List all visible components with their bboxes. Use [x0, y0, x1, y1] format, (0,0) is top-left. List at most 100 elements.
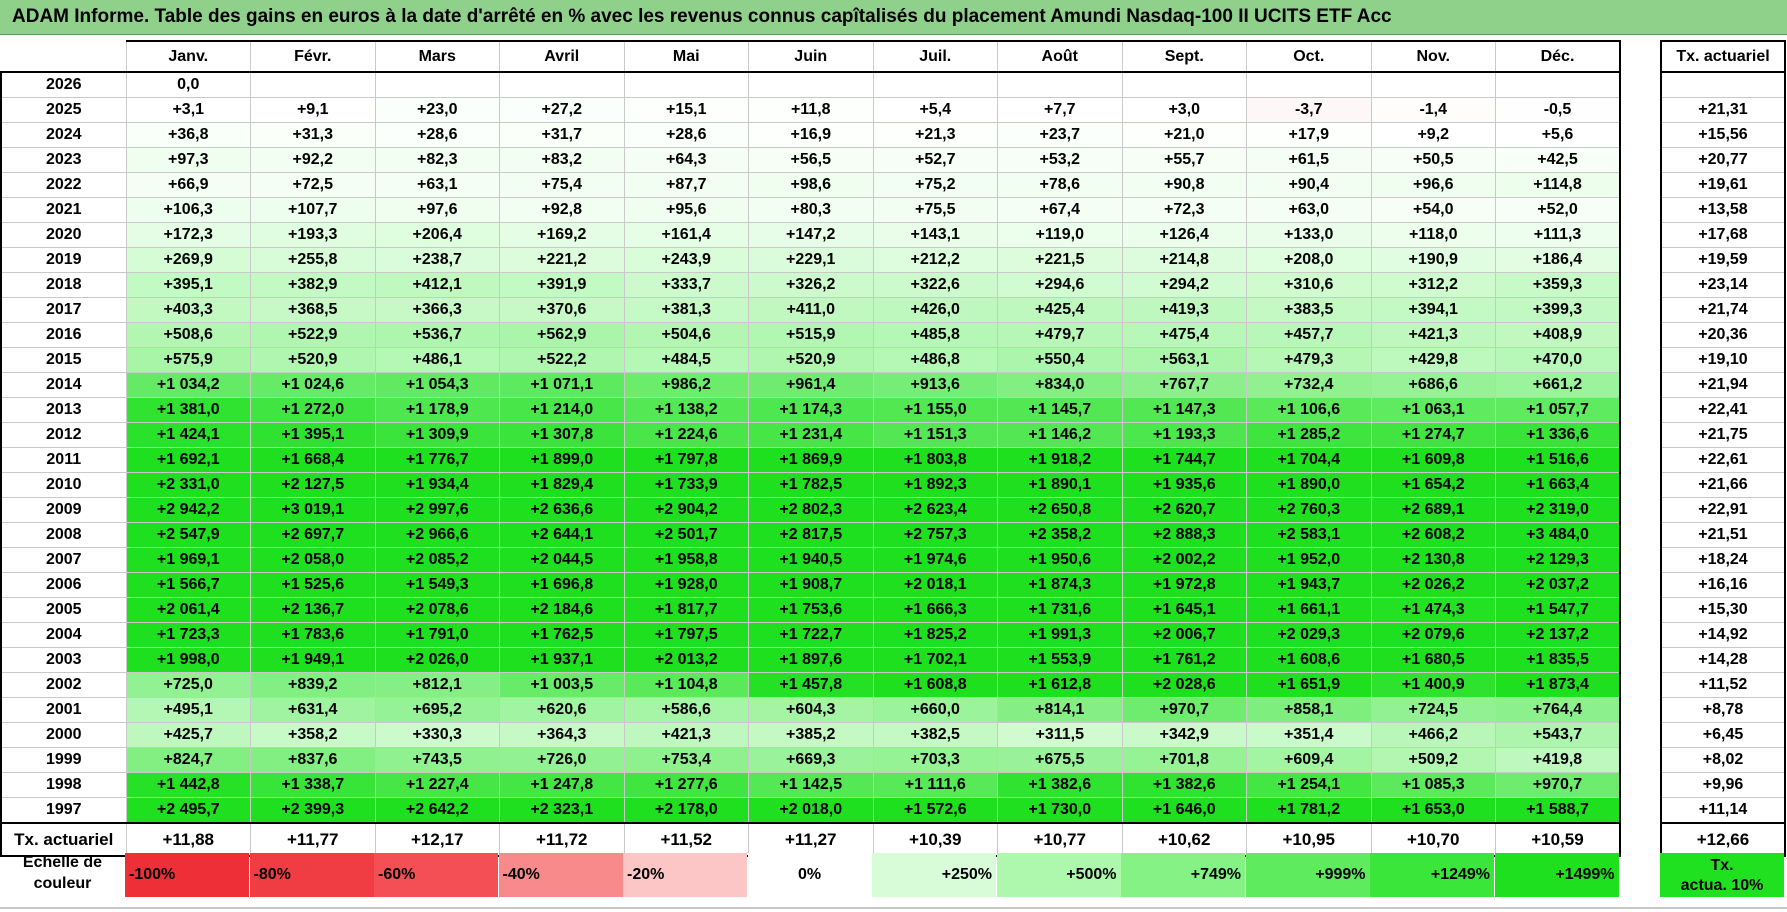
actuarial-cell: +19,61 — [1660, 172, 1786, 198]
gain-cell: +419,8 — [1495, 747, 1621, 773]
gain-cell: +457,7 — [1246, 322, 1372, 348]
actuarial-row — [1660, 71, 1786, 98]
gain-cell: +484,5 — [623, 347, 749, 373]
actuarial-cell: +22,91 — [1660, 497, 1786, 523]
gain-cell: +2 583,1 — [1246, 522, 1372, 548]
gain-cell: +1 668,4 — [250, 447, 376, 473]
year-cell: 2013 — [0, 397, 127, 423]
actuarial-row: +21,66 — [1660, 472, 1786, 498]
gain-cell: +732,4 — [1246, 372, 1372, 398]
gain-cell: +1 277,6 — [623, 772, 749, 798]
gain-cell: +586,6 — [623, 697, 749, 723]
gain-cell: +172,3 — [125, 222, 251, 248]
gain-cell: +1 952,0 — [1246, 547, 1372, 573]
gain-cell: +186,4 — [1495, 247, 1621, 273]
gain-cell: +97,3 — [125, 147, 251, 173]
gain-cell: +2 623,4 — [872, 497, 998, 523]
table-row: 2020 +172,3 +193,3 +206,4 +169,2 +161,4 +147,2… — [0, 222, 1621, 248]
gain-cell: +82,3 — [374, 147, 500, 173]
gain-cell: +208,0 — [1246, 247, 1372, 273]
gain-cell: +133,0 — [1246, 222, 1372, 248]
gain-cell: +620,6 — [499, 697, 625, 723]
gain-cell: +2 399,3 — [250, 797, 376, 824]
gain-cell — [250, 71, 376, 98]
actuarial-row: +14,28 — [1660, 647, 1786, 673]
gain-cell: +550,4 — [997, 347, 1123, 373]
gain-cell: +1 704,4 — [1246, 447, 1372, 473]
gain-cell: +2 323,1 — [499, 797, 625, 824]
gain-cell: +3,0 — [1121, 97, 1247, 123]
gain-cell: +2 184,6 — [499, 597, 625, 623]
actuarial-cell: +22,61 — [1660, 447, 1786, 473]
legend-swatch: 0% — [747, 853, 872, 897]
gain-cell: +2 178,0 — [623, 797, 749, 824]
gain-cell: +563,1 — [1121, 347, 1247, 373]
gain-cell: +1 309,9 — [374, 422, 500, 448]
gain-cell: +27,2 — [499, 97, 625, 123]
gain-cell: +1 085,3 — [1370, 772, 1496, 798]
gain-cell: 0,0 — [125, 71, 251, 98]
year-cell: 2009 — [0, 497, 127, 523]
gain-cell: +604,3 — [748, 697, 874, 723]
footer-actuarial-cell: +10,59 — [1495, 822, 1621, 857]
year-cell: 2003 — [0, 647, 127, 673]
table-row: 2025 +3,1 +9,1 +23,0 +27,2 +15,1 +11,8 +5,4 +7,7… — [0, 97, 1621, 123]
gain-cell: +383,5 — [1246, 297, 1372, 323]
gain-cell: +1 516,6 — [1495, 447, 1621, 473]
actuarial-row: +9,96 — [1660, 772, 1786, 798]
gain-cell: +837,6 — [250, 747, 376, 773]
legend-actuarial-swatch: Tx. actua. 10% — [1660, 853, 1784, 897]
month-header: Nov. — [1370, 40, 1496, 73]
gain-cell: +212,2 — [872, 247, 998, 273]
table-row: 2002 +725,0 +839,2 +812,1 +1 003,5 +1 104,8 +1… — [0, 672, 1621, 698]
year-cell: 2023 — [0, 147, 127, 173]
gain-cell: +31,3 — [250, 122, 376, 148]
gain-cell: +1 646,0 — [1121, 797, 1247, 824]
legend-swatch: -20% — [623, 853, 747, 897]
actuarial-row: +15,56 — [1660, 122, 1786, 148]
gain-cell: +660,0 — [872, 697, 998, 723]
gain-cell: +726,0 — [499, 747, 625, 773]
gain-cell: +1 817,7 — [623, 597, 749, 623]
gain-cell: +1 680,5 — [1370, 647, 1496, 673]
actuarial-row: +14,92 — [1660, 622, 1786, 648]
year-cell: 2007 — [0, 547, 127, 573]
actuarial-cell: +21,51 — [1660, 522, 1786, 548]
gain-cell: +675,5 — [997, 747, 1123, 773]
gain-cell: +98,6 — [748, 172, 874, 198]
gain-cell: +1 111,6 — [872, 772, 998, 798]
gain-cell: +412,1 — [374, 272, 500, 298]
gain-cell: +1 991,3 — [997, 622, 1123, 648]
gain-cell: +1 272,0 — [250, 397, 376, 423]
gain-cell: -0,5 — [1495, 97, 1621, 123]
gain-cell: +839,2 — [250, 672, 376, 698]
gain-cell: +1 549,3 — [374, 572, 500, 598]
gain-cell: +238,7 — [374, 247, 500, 273]
gain-cell: +508,6 — [125, 322, 251, 348]
gain-cell: +834,0 — [997, 372, 1123, 398]
gain-cell: +767,7 — [1121, 372, 1247, 398]
gain-cell: +486,1 — [374, 347, 500, 373]
gain-cell: +520,9 — [250, 347, 376, 373]
gain-cell: +1 998,0 — [125, 647, 251, 673]
gain-cell: +743,5 — [374, 747, 500, 773]
gain-cell: +1 943,7 — [1246, 572, 1372, 598]
gain-cell: +466,2 — [1370, 722, 1496, 748]
bottom-divider — [0, 907, 1787, 909]
actuarial-row: +8,78 — [1660, 697, 1786, 723]
gain-cell: +1 003,5 — [499, 672, 625, 698]
gain-cell: +15,1 — [623, 97, 749, 123]
gain-cell: +1 274,7 — [1370, 422, 1496, 448]
gain-cell: +403,3 — [125, 297, 251, 323]
gain-cell: +351,4 — [1246, 722, 1372, 748]
actuarial-row: +20,36 — [1660, 322, 1786, 348]
corner-cell — [1, 41, 126, 73]
gain-cell: +1 654,2 — [1370, 472, 1496, 498]
gain-cell: +385,2 — [748, 722, 874, 748]
gain-cell: +543,7 — [1495, 722, 1621, 748]
table-row: 1999 +824,7 +837,6 +743,5 +726,0 +753,4 +669,3… — [0, 747, 1621, 773]
footer-actuarial-cell: +10,70 — [1370, 822, 1496, 857]
page-title: ADAM Informe. Table des gains en euros à… — [12, 6, 1392, 27]
gain-cell: +23,7 — [997, 122, 1123, 148]
year-cell: 2005 — [0, 597, 127, 623]
